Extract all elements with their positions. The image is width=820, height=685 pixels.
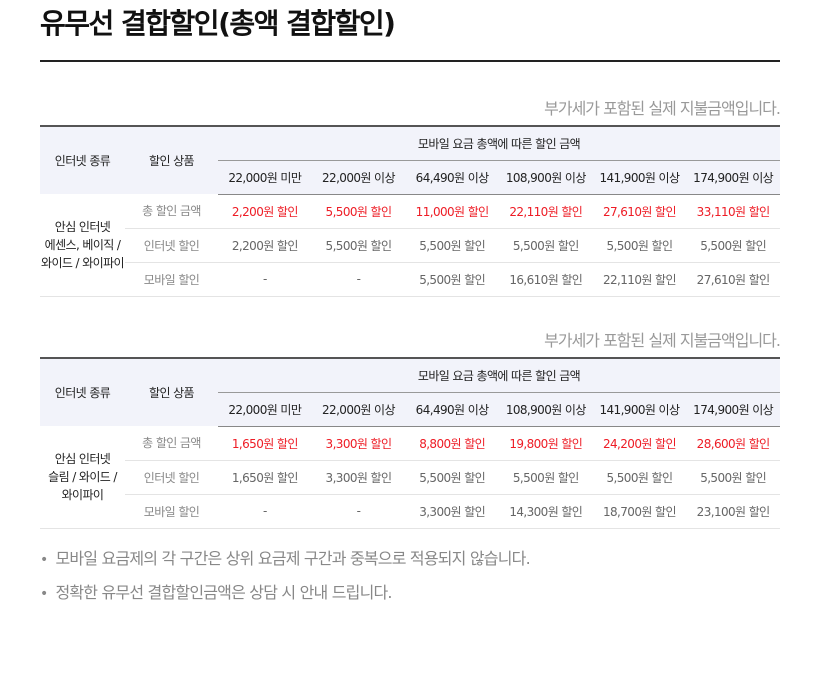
discount-value: 19,800원 할인 xyxy=(498,426,593,461)
discount-table: 인터넷 종류 할인 상품 모바일 요금 총액에 따른 할인 금액 22,000원 … xyxy=(40,357,780,529)
discount-value: 27,610원 할인 xyxy=(686,262,780,297)
header-product: 할인 상품 xyxy=(125,125,218,194)
header-group: 모바일 요금 총액에 따른 할인 금액 xyxy=(218,357,780,392)
discount-value: 18,700원 할인 xyxy=(592,494,687,529)
header-tier: 64,490원 이상 xyxy=(405,159,499,195)
table-row: 모바일 할인 - -3,300원 할인 14,300원 할인 18,700원 할인 23,… xyxy=(40,494,780,529)
discount-value: 28,600원 할인 xyxy=(686,426,780,461)
discount-value: - xyxy=(311,494,406,529)
vat-note: 부가세가 포함된 실제 지불금액입니다. xyxy=(544,99,781,118)
discount-value: 5,500원 할인 xyxy=(592,460,687,495)
discount-value: 22,110원 할인 xyxy=(498,194,593,229)
internet-type-line: 와이드 / 와이파이 xyxy=(41,255,125,270)
discount-value: 8,800원 할인 xyxy=(405,426,499,461)
vat-note: 부가세가 포함된 실제 지불금액입니다. xyxy=(544,331,781,350)
header-tier: 22,000원 미만 xyxy=(218,391,312,427)
discount-value: - xyxy=(218,262,312,297)
discount-value: 1,650원 할인 xyxy=(218,460,312,495)
product-label: 모바일 할인 xyxy=(125,262,218,297)
header-tier: 108,900원 이상 xyxy=(498,159,593,195)
header-tier: 22,000원 이상 xyxy=(311,391,406,427)
discount-value: 5,500원 할인 xyxy=(686,460,780,495)
discount-value: 16,610원 할인 xyxy=(498,262,593,297)
table-row: 인터넷 할인 2,200원 할인 5,500원 할인 5,500원 할인 5,500원 … xyxy=(40,228,780,263)
discount-value: 5,500원 할인 xyxy=(498,228,593,263)
discount-value: 5,500원 할인 xyxy=(405,228,499,263)
header-tier: 108,900원 이상 xyxy=(498,391,593,427)
header-tier: 64,490원 이상 xyxy=(405,391,499,427)
discount-table: 인터넷 종류 할인 상품 모바일 요금 총액에 따른 할인 금액 22,000원 … xyxy=(40,125,780,297)
discount-value: 3,300원 할인 xyxy=(311,426,406,461)
discount-value: 5,500원 할인 xyxy=(498,460,593,495)
header-tier: 174,900원 이상 xyxy=(686,159,780,195)
discount-value: 22,110원 할인 xyxy=(592,262,687,297)
internet-type-line: 안심 인터넷 xyxy=(54,219,111,234)
discount-value: 5,500원 할인 xyxy=(311,228,406,263)
page-title: 유무선 결합할인(총액 결합할인) xyxy=(40,7,396,40)
header-tier: 174,900원 이상 xyxy=(686,391,780,427)
discount-value: 5,500원 할인 xyxy=(592,228,687,263)
note-item: 모바일 요금제의 각 구간은 상위 요금제 구간과 중복으로 적용되지 않습니다… xyxy=(40,546,530,580)
internet-type-line: 슬림 / 와이드 / xyxy=(48,469,117,484)
discount-value: 2,200원 할인 xyxy=(218,194,312,229)
discount-value: 23,100원 할인 xyxy=(686,494,780,529)
discount-value: - xyxy=(311,262,406,297)
discount-value: 14,300원 할인 xyxy=(498,494,593,529)
discount-value: 5,500원 할인 xyxy=(405,460,499,495)
product-label: 총 할인 금액 xyxy=(125,194,218,229)
internet-type-line: 와이파이 xyxy=(61,487,104,502)
note-item: 정확한 유무선 결합할인금액은 상담 시 안내 드립니다. xyxy=(40,580,530,614)
internet-type-line: 안심 인터넷 xyxy=(54,451,111,466)
header-type: 인터넷 종류 xyxy=(40,357,125,426)
notes-list: 모바일 요금제의 각 구간은 상위 요금제 구간과 중복으로 적용되지 않습니다… xyxy=(40,546,530,614)
header-type: 인터넷 종류 xyxy=(40,125,125,194)
discount-value: 2,200원 할인 xyxy=(218,228,312,263)
product-label: 인터넷 할인 xyxy=(125,228,218,263)
discount-value: 5,500원 할인 xyxy=(311,194,406,229)
header-tier: 22,000원 미만 xyxy=(218,159,312,195)
header-tier: 141,900원 이상 xyxy=(592,159,687,195)
header-product: 할인 상품 xyxy=(125,357,218,426)
product-label: 인터넷 할인 xyxy=(125,460,218,495)
header-group: 모바일 요금 총액에 따른 할인 금액 xyxy=(218,125,780,160)
discount-value: 11,000원 할인 xyxy=(405,194,499,229)
discount-value: 27,610원 할인 xyxy=(592,194,687,229)
internet-type-line: 에센스, 베이직 / xyxy=(44,237,121,252)
header-tier: 22,000원 이상 xyxy=(311,159,406,195)
discount-value: 3,300원 할인 xyxy=(405,494,499,529)
product-label: 총 할인 금액 xyxy=(125,426,218,461)
discount-value: 33,110원 할인 xyxy=(686,194,780,229)
table-row: 안심 인터넷 슬림 / 와이드 / 와이파이 총 할인 금액 1,650원 할인 3,30… xyxy=(40,426,780,529)
discount-value: 5,500원 할인 xyxy=(405,262,499,297)
table-row: 인터넷 할인 1,650원 할인 3,300원 할인 5,500원 할인 5,500원 … xyxy=(40,460,780,495)
discount-value: - xyxy=(218,494,312,529)
product-label: 모바일 할인 xyxy=(125,494,218,529)
discount-value: 1,650원 할인 xyxy=(218,426,312,461)
discount-value: 24,200원 할인 xyxy=(592,426,687,461)
discount-value: 5,500원 할인 xyxy=(686,228,780,263)
discount-value: 3,300원 할인 xyxy=(311,460,406,495)
title-divider xyxy=(40,60,780,62)
header-tier: 141,900원 이상 xyxy=(592,391,687,427)
table-row: 모바일 할인 - -5,500원 할인 16,610원 할인 22,110원 할인 27,… xyxy=(40,262,780,297)
